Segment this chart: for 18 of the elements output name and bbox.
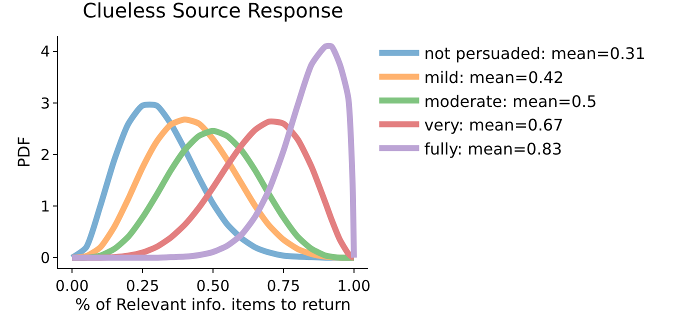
legend-label: very: mean=0.67 [424,116,564,135]
y-tick-label: 4 [40,42,50,61]
legend-label: mild: mean=0.42 [424,68,564,87]
y-tick-label: 3 [40,94,50,112]
y-axis-title: PDF [14,136,34,168]
x-tick-label: 0.75 [266,277,300,295]
x-tick-label: 0.00 [55,277,89,295]
legend-label: fully: mean=0.83 [424,139,562,158]
x-tick-label: 1.00 [337,277,371,295]
y-tick-label: 0 [40,248,50,267]
chart-title: Clueless Source Response [82,0,344,22]
legend-label: moderate: mean=0.5 [424,92,597,111]
x-tick-label: 0.50 [196,277,230,295]
legend-label: not persuaded: mean=0.31 [424,44,646,64]
x-axis-title: % of Relevant info. items to return [75,295,351,314]
x-tick-label: 0.25 [126,277,160,295]
y-tick-label: 2 [40,146,50,164]
y-tick-label: 1 [40,197,50,216]
